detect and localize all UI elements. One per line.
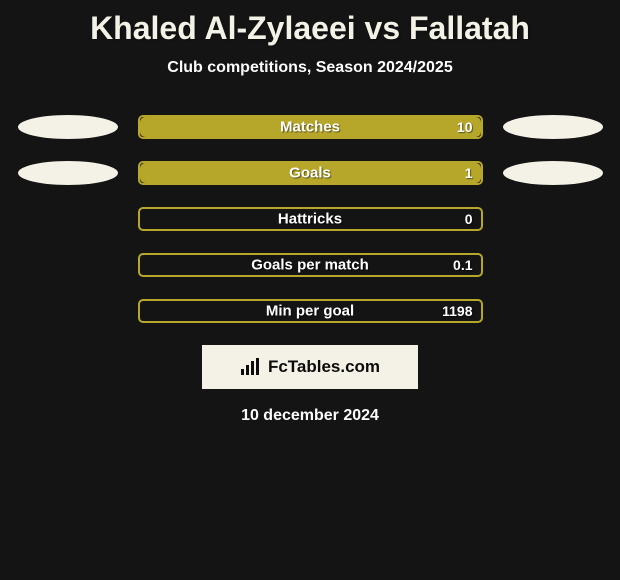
stat-bar: Matches10 [138, 115, 483, 139]
stat-value: 1198 [442, 303, 472, 319]
logo-text: FcTables.com [268, 357, 380, 377]
stat-value: 1 [465, 165, 473, 181]
stat-row: Hattricks0 [0, 207, 620, 231]
stat-row: Min per goal1198 [0, 299, 620, 323]
stat-row: Goals1 [0, 161, 620, 185]
stat-value: 10 [457, 119, 473, 135]
stat-row: Matches10 [0, 115, 620, 139]
stat-row: Goals per match0.1 [0, 253, 620, 277]
stat-bar: Goals per match0.1 [138, 253, 483, 277]
stat-label: Goals [140, 165, 481, 182]
stat-rows: Matches10Goals1Hattricks0Goals per match… [0, 115, 620, 323]
page-title: Khaled Al-Zylaeei vs Fallatah [0, 0, 620, 47]
stat-label: Hattricks [140, 211, 481, 228]
logo-badge: FcTables.com [202, 345, 418, 389]
date-text: 10 december 2024 [0, 407, 620, 425]
left-blob [18, 115, 118, 139]
barchart-icon [240, 358, 262, 376]
subtitle: Club competitions, Season 2024/2025 [0, 59, 620, 77]
stat-label: Matches [140, 119, 481, 136]
right-blob [503, 161, 603, 185]
stat-value: 0.1 [453, 257, 472, 273]
stat-value: 0 [465, 211, 473, 227]
stat-bar: Goals1 [138, 161, 483, 185]
stat-label: Goals per match [140, 257, 481, 274]
left-blob [18, 161, 118, 185]
stat-bar: Hattricks0 [138, 207, 483, 231]
stat-label: Min per goal [140, 303, 481, 320]
right-blob [503, 115, 603, 139]
comparison-card: Khaled Al-Zylaeei vs Fallatah Club compe… [0, 0, 620, 580]
stat-bar: Min per goal1198 [138, 299, 483, 323]
